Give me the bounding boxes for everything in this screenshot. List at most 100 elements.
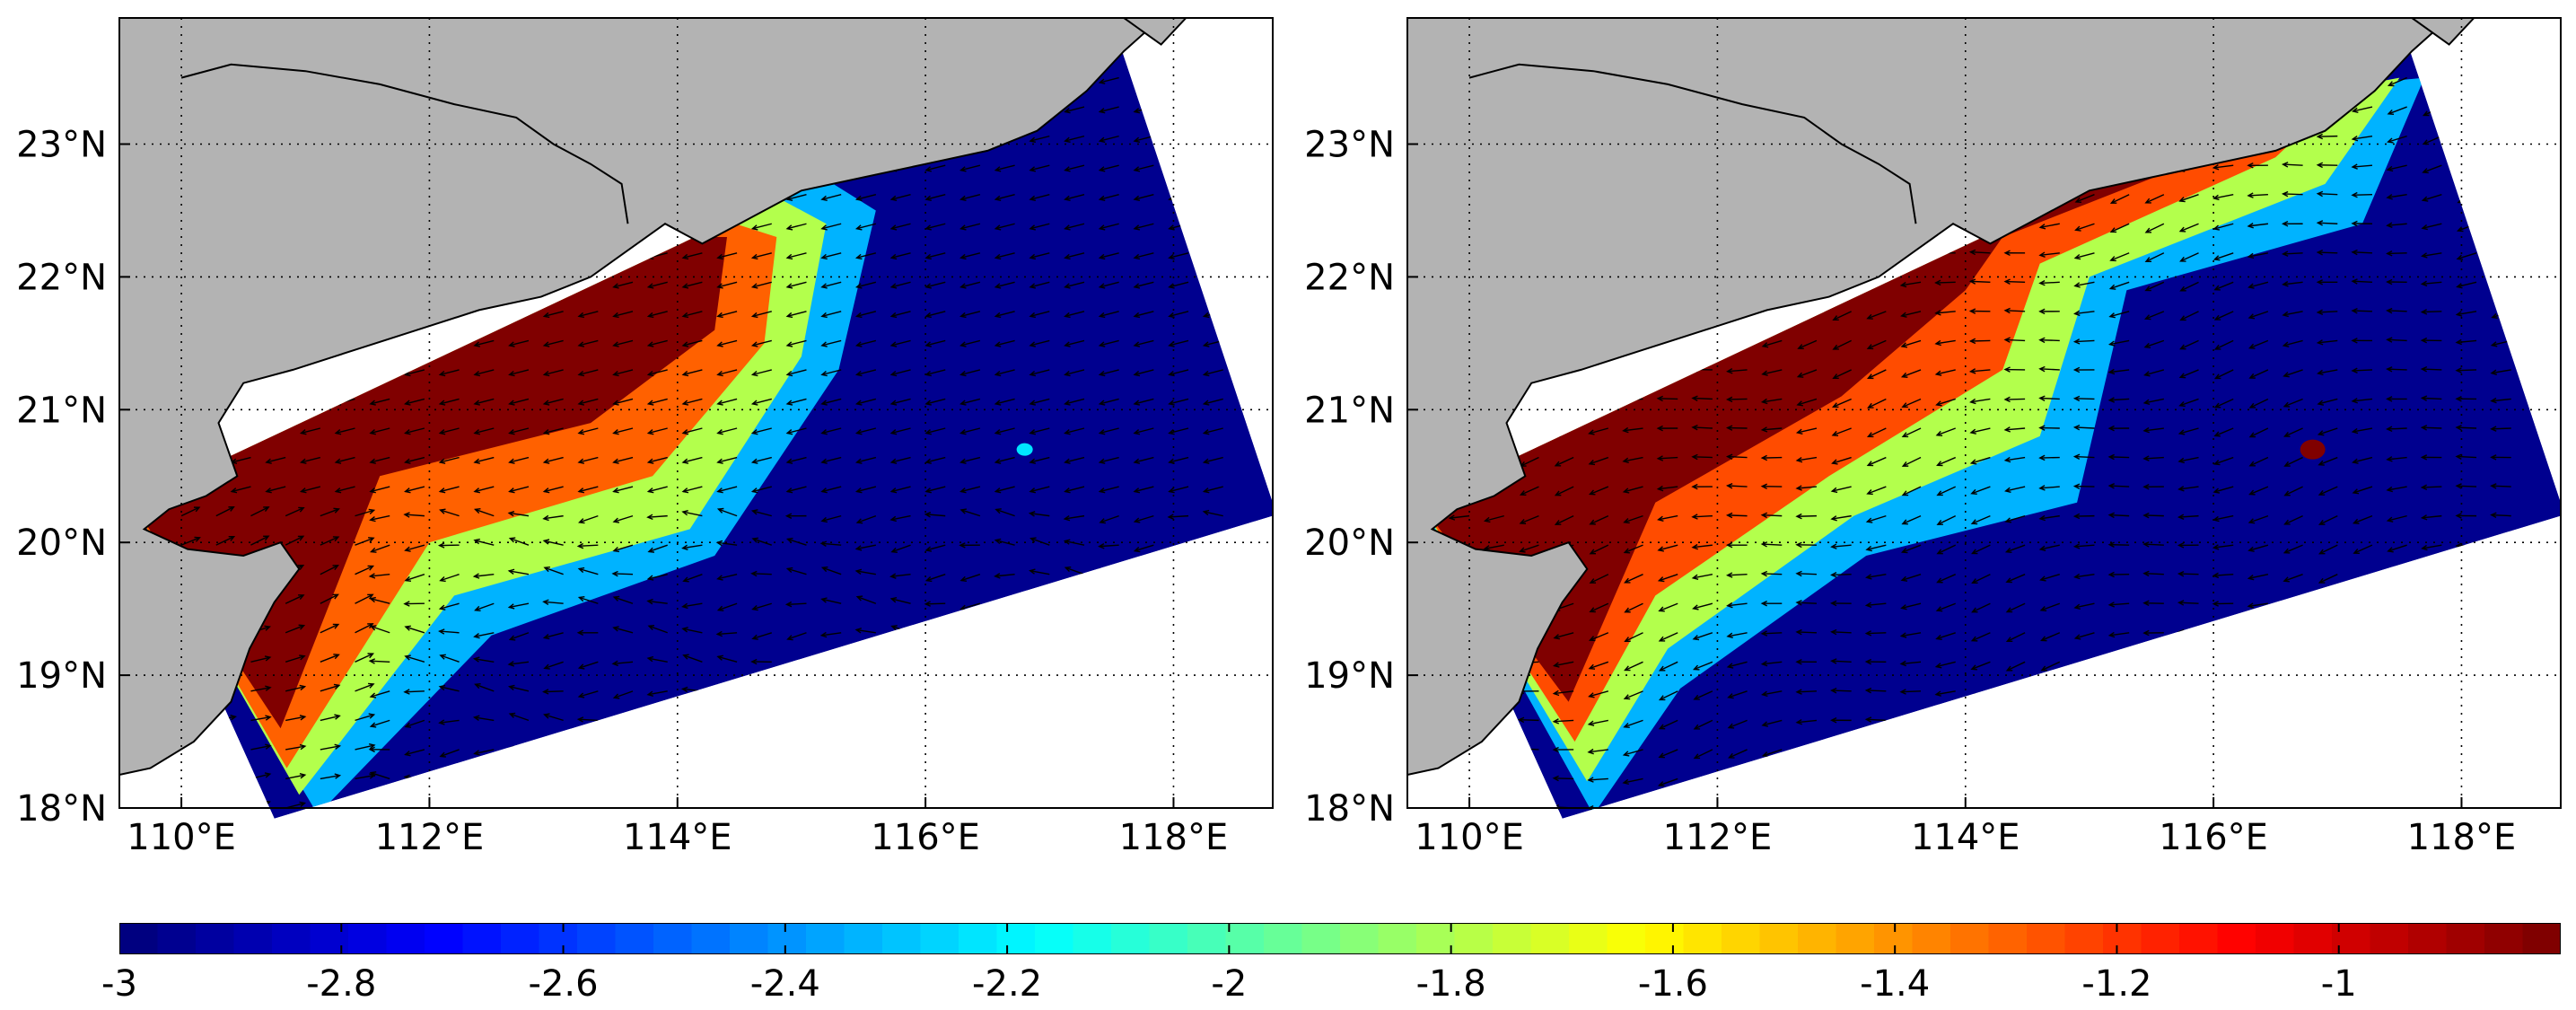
velocity-arrowhead [750,370,758,377]
velocity-arrowhead [889,224,898,231]
velocity-arrow [1030,456,1050,463]
velocity-arrow [2040,223,2060,228]
velocity-arrowhead [1726,572,1733,578]
velocity-arrowhead [924,283,932,289]
lat-tick-label: 19°N [1304,655,1395,697]
velocity-arrow [2282,163,2303,166]
velocity-arrowhead [1133,283,1141,289]
velocity-arrowhead [1552,746,1559,753]
velocity-arrowhead [2283,490,2291,496]
velocity-arrow [1728,690,1748,698]
velocity-arrowhead [994,429,1002,435]
velocity-arrowhead [646,429,654,435]
velocity-arrowhead [1133,253,1141,260]
velocity-arrow [995,398,1015,405]
velocity-arrowhead [1588,692,1595,698]
velocity-arrowhead [715,630,723,637]
velocity-arrow [1065,135,1085,142]
velocity-arrowhead [1133,136,1141,143]
velocity-arrowhead [2213,431,2221,437]
velocity-arrow [1727,514,1748,517]
velocity-arrowhead [2283,431,2291,437]
velocity-arrowhead [473,341,480,347]
velocity-arrow [301,427,321,435]
velocity-arrowhead [1725,396,1733,403]
velocity-arrowhead [577,487,585,494]
velocity-arrowhead [1934,690,1942,697]
velocity-arrow [405,574,425,582]
velocity-arrowhead [332,565,339,571]
velocity-arrowhead [1098,195,1106,202]
velocity-arrowhead [1168,283,1175,289]
colorbar-segment [1607,923,1646,954]
velocity-arrowhead [1830,807,1837,814]
velocity-arrowhead [1202,370,1210,377]
velocity-arrowhead [2420,514,2428,521]
velocity-arrow [2387,338,2407,342]
velocity-arrowhead [439,654,446,660]
velocity-arrowhead [2178,373,2186,379]
velocity-arrow [1971,486,1991,495]
velocity-arrow [2005,514,2026,523]
velocity-arrowhead [2386,250,2393,257]
velocity-arrow [2491,369,2511,374]
velocity-arrow [544,632,564,639]
velocity-arrowhead [2420,425,2428,431]
velocity-arrow [320,623,339,634]
velocity-arrowhead [2387,137,2394,144]
velocity-arrowhead [1934,663,1942,669]
velocity-arrowhead [473,400,480,406]
velocity-arrowhead [1935,634,1942,641]
velocity-arrowhead [1589,578,1597,584]
land-mass [118,17,1164,777]
velocity-arrowhead [576,629,584,637]
velocity-arrowhead [1901,432,1909,438]
velocity-arrowhead [2318,460,2325,466]
velocity-arrow [2076,807,2095,817]
velocity-arrow [1134,311,1154,317]
velocity-arrow [1902,427,1922,437]
velocity-arrowhead [438,370,446,377]
velocity-arrow [250,687,271,692]
lat-tick-label: 23°N [16,125,107,166]
velocity-arrowhead [1971,578,1978,584]
velocity-arrow [1692,514,1713,518]
velocity-arrowhead [1864,630,1872,637]
velocity-arrow [613,661,634,664]
velocity-arrowhead [1168,487,1175,494]
velocity-arrow [1797,807,1818,815]
velocity-arrow [544,427,564,435]
velocity-arrowhead [2282,548,2291,554]
velocity-arrow [2387,427,2407,430]
velocity-arrowhead [1519,518,1527,524]
velocity-arrow [285,655,305,663]
lat-tick-label: 21°N [16,390,107,431]
velocity-arrowhead [2179,285,2186,292]
velocity-arrow [180,506,200,517]
velocity-arrow [2005,338,2026,342]
velocity-arrowhead [924,512,932,518]
velocity-arrow [405,369,425,376]
velocity-arrow [648,311,668,317]
velocity-arrowhead [1029,487,1036,494]
velocity-arrowhead [1865,517,1873,523]
velocity-arrow [1065,427,1085,435]
velocity-arrowhead [2456,254,2464,260]
velocity-arrow [2109,602,2130,606]
velocity-arrow [1797,719,1818,724]
velocity-arrowhead [959,575,968,583]
velocity-arrowhead [2038,337,2046,344]
velocity-arrowhead [298,624,306,630]
velocity-arrow [1204,486,1223,493]
velocity-arrow [1832,486,1852,492]
velocity-arrow [370,427,390,435]
velocity-arrow [1100,427,1119,435]
velocity-arrow [1901,602,1922,610]
velocity-arrow [1902,486,1922,496]
velocity-arrowhead [1098,78,1106,84]
velocity-arrowhead [369,625,377,631]
velocity-arrow [647,514,668,518]
velocity-arrowhead [2109,812,2117,818]
velocity-arrow [960,602,981,610]
velocity-arrowhead [1623,722,1630,729]
